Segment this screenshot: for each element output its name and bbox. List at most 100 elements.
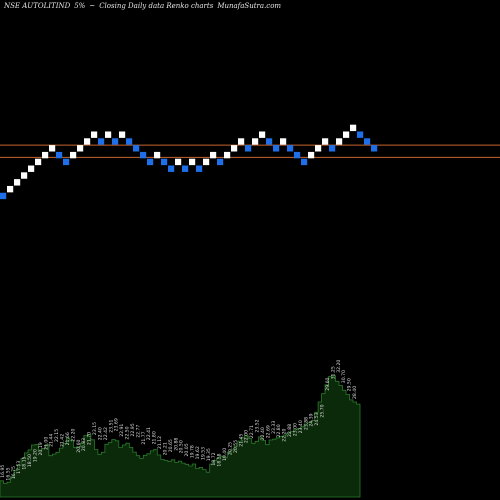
- volume-data-label: 17.53: [16, 461, 22, 474]
- volume-data-label: 22.91: [119, 424, 125, 437]
- volume-data-label: 22.69: [265, 425, 271, 438]
- renko-brick: [70, 151, 77, 159]
- volume-data-label: 16.95: [0, 465, 6, 478]
- volume-data-label: 24.39: [309, 413, 315, 426]
- volume-data-label: 23.69: [114, 418, 120, 431]
- renko-brick: [308, 151, 315, 159]
- volume-data-label: 22.71: [249, 425, 255, 438]
- renko-brick: [364, 138, 371, 145]
- volume-data-label: 20.60: [76, 439, 82, 452]
- renko-brick: [231, 145, 238, 152]
- volume-data-label: 23.15: [92, 422, 98, 435]
- volume-data-label: 22.95: [130, 423, 136, 436]
- renko-brick: [322, 138, 329, 145]
- volume-data-label: 22.20: [282, 428, 288, 441]
- renko-brick: [119, 131, 126, 138]
- volume-data-label: 21.77: [141, 431, 147, 444]
- volume-data-label: 18.50: [27, 454, 33, 467]
- volume-data-label: 30.70: [341, 370, 347, 383]
- brand-label: MunafaSutra.com: [217, 2, 282, 10]
- renko-brick: [182, 165, 189, 172]
- renko-brick: [49, 145, 56, 152]
- renko-brick: [238, 138, 245, 145]
- renko-brick: [259, 131, 266, 138]
- chart-header: NSE AUTOLITIND 5% ~ Closing Daily data Renk…: [4, 2, 285, 10]
- renko-brick: [371, 145, 378, 152]
- renko-brick: [14, 179, 21, 186]
- renko-brick: [266, 138, 273, 145]
- volume-data-label: 20.65: [168, 439, 174, 452]
- volume-data-label: 29.50: [347, 378, 353, 391]
- volume-data-label: 21.44: [49, 434, 55, 447]
- volume-data-label: 22.00: [244, 430, 250, 443]
- volume-data-label: 20.55: [233, 440, 239, 453]
- renko-brick: [252, 138, 259, 145]
- volume-data-label: 20.83: [81, 438, 87, 451]
- volume-data-label: 22.50: [125, 426, 131, 439]
- volume-data-label: 20.25: [227, 442, 233, 455]
- renko-brick: [273, 145, 280, 152]
- renko-brick: [21, 172, 28, 179]
- volume-data-label: 23.00: [292, 423, 298, 436]
- renko-brick: [161, 158, 168, 166]
- volume-data-label: 22.88: [287, 424, 293, 437]
- volume-data-label: 22.20: [70, 428, 76, 441]
- renko-brick: [91, 131, 98, 138]
- volume-data-label: 19.20: [33, 449, 39, 462]
- volume-data-label: 18.72: [211, 452, 217, 465]
- renko-brick: [336, 138, 343, 145]
- renko-brick: [63, 158, 70, 166]
- volume-data-label: 21.42: [60, 434, 66, 447]
- renko-brick: [42, 151, 49, 159]
- volume-data-label: 25.70: [320, 404, 326, 417]
- volume-data-label: 20.21: [163, 442, 169, 455]
- symbol-label: NSE AUTOLITIND: [4, 2, 71, 10]
- volume-labels-layer: 16.95 16.55 16.75 17.53 18.15 18.50 19.2020.19…: [0, 360, 358, 481]
- renko-bricks-layer: [0, 124, 378, 200]
- volume-data-label: 23.52: [255, 419, 261, 432]
- volume-data-label: 21.70: [87, 432, 93, 445]
- volume-data-label: 21.00: [43, 437, 49, 450]
- renko-brick: [168, 165, 175, 172]
- renko-brick: [343, 131, 350, 138]
- renko-brick: [28, 165, 35, 172]
- renko-brick: [196, 165, 203, 172]
- volume-data-label: 19.40: [222, 448, 228, 461]
- renko-brick: [7, 185, 14, 193]
- volume-data-label: 22.15: [54, 429, 60, 442]
- renko-brick: [133, 145, 140, 152]
- volume-data-label: 23.51: [108, 419, 114, 432]
- volume-data-label: 16.75: [11, 466, 17, 479]
- level-lines-layer: [0, 144, 500, 158]
- volume-data-label: 20.50: [179, 440, 185, 453]
- volume-data-label: 23.33: [271, 421, 277, 434]
- renko-brick: [35, 158, 42, 166]
- renko-brick: [147, 158, 154, 166]
- renko-brick: [140, 151, 147, 159]
- renko-brick: [280, 138, 287, 145]
- volume-data-label: 28.40: [352, 386, 358, 399]
- volume-data-label: 20.88: [173, 438, 179, 451]
- volume-data-label: 19.62: [195, 446, 201, 459]
- volume-data-label: 22.80: [276, 424, 282, 437]
- volume-data-label: 29.60: [325, 377, 331, 390]
- volume-data-label: 19.53: [200, 447, 206, 460]
- volume-data-label: 21.12: [157, 436, 163, 449]
- volume-data-label: 19.78: [190, 445, 196, 458]
- volume-data-label: 19.35: [206, 448, 212, 461]
- renko-brick: [175, 158, 182, 166]
- volume-data-label: 22.40: [98, 427, 104, 440]
- volume-data-label: 16.55: [5, 467, 11, 480]
- volume-data-label: 31.25: [330, 366, 336, 379]
- renko-brick: [105, 131, 112, 138]
- trend-arrow-icon: ~: [89, 2, 96, 10]
- description-label: Closing Daily data Renko charts: [99, 2, 214, 10]
- renko-brick: [0, 192, 7, 200]
- renko-brick: [301, 158, 308, 166]
- volume-data-label: 20.05: [184, 443, 190, 456]
- renko-brick: [224, 151, 231, 159]
- volume-area-layer: [0, 375, 361, 498]
- renko-brick: [315, 145, 322, 152]
- volume-data-label: 20.19: [38, 442, 44, 455]
